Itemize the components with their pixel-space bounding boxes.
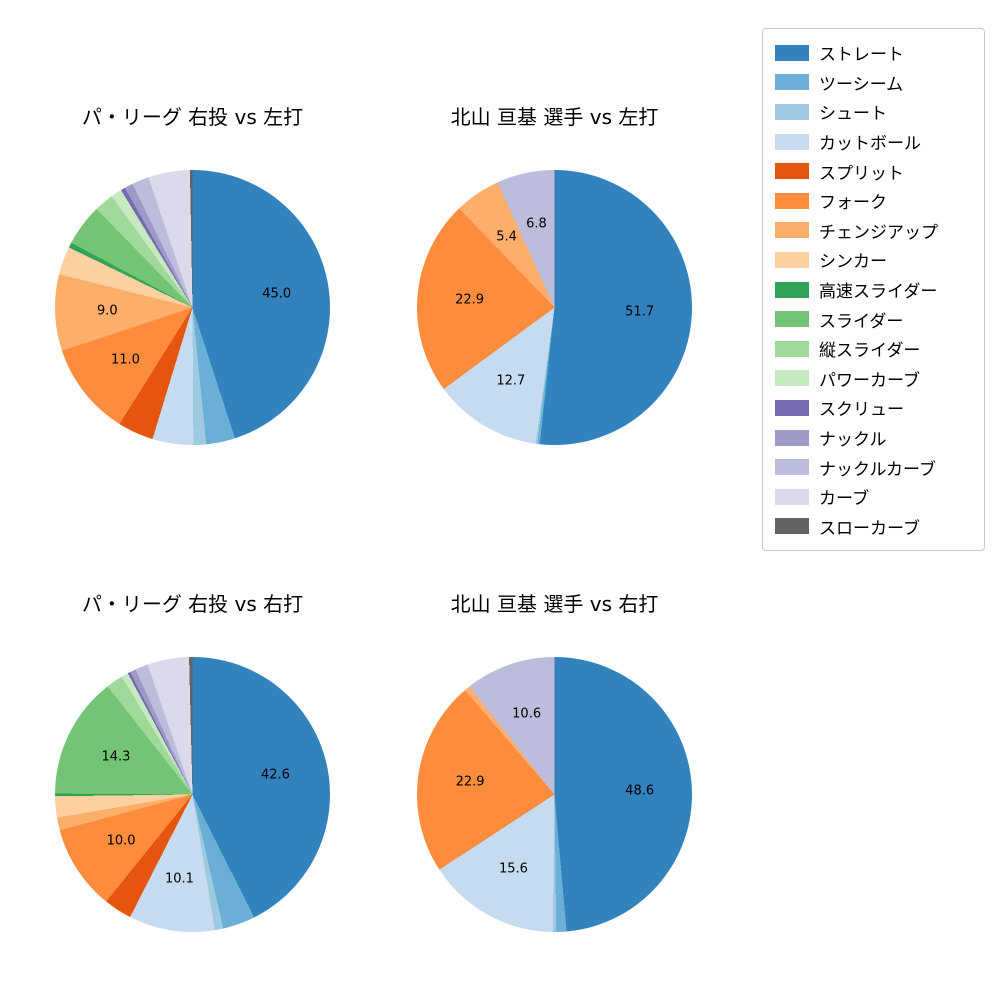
legend-label: スプリット <box>819 163 904 184</box>
legend-label: スライダー <box>819 311 904 332</box>
legend-item: ナックル <box>769 423 978 453</box>
pie-percent-label: 10.0 <box>106 833 136 849</box>
legend-swatch <box>775 281 809 298</box>
legend: ストレートツーシームシュートカットボール スプリットフォークチェンジアップ シンカー… <box>762 28 985 552</box>
legend-swatch <box>775 311 809 328</box>
legend-item: ナックルカーブ <box>769 452 978 482</box>
pie-percent-label: 22.9 <box>455 292 485 308</box>
legend-swatch <box>775 370 809 387</box>
chart-panel-kitayama-vs-left: 北山 亘基 選手 vs 左打 51.7 12.7 22.9 5.4 6.8 <box>417 104 692 445</box>
legend-item: 高速スライダー <box>769 275 978 305</box>
pie-percent-label: 22.9 <box>455 774 485 790</box>
legend-item: フォーク <box>769 186 978 216</box>
legend-swatch <box>775 399 809 416</box>
pie-chart: 42.6 10.1 10.0 14.3 <box>55 657 330 932</box>
legend-item: スクリュー <box>769 393 978 423</box>
legend-swatch <box>775 192 809 209</box>
legend-item: シンカー <box>769 245 978 275</box>
legend-item: カーブ <box>769 482 978 512</box>
legend-swatch <box>775 74 809 91</box>
legend-swatch <box>775 133 809 150</box>
pie-percent-label: 45.0 <box>262 286 292 302</box>
legend-item: スライダー <box>769 304 978 334</box>
chart-title: 北山 亘基 選手 vs 左打 <box>450 105 659 129</box>
legend-swatch <box>775 44 809 61</box>
legend-item: ツーシーム <box>769 68 978 98</box>
pie-chart: 51.7 12.7 22.9 5.4 6.8 <box>417 170 692 445</box>
pie-percent-label: 9.0 <box>96 303 118 319</box>
legend-swatch <box>775 459 809 476</box>
chart-title: パ・リーグ 右投 vs 右打 <box>81 592 304 616</box>
legend-swatch <box>775 340 809 357</box>
legend-swatch <box>775 222 809 239</box>
pie-percent-label: 14.3 <box>101 749 131 765</box>
legend-label: 高速スライダー <box>819 282 938 303</box>
legend-item: スローカーブ <box>769 512 978 542</box>
legend-item: パワーカーブ <box>769 364 978 394</box>
legend-label: スクリュー <box>819 400 904 421</box>
legend-item: ストレート <box>769 38 978 68</box>
legend-label: 縦スライダー <box>819 341 921 362</box>
pie-percent-label: 48.6 <box>625 783 655 799</box>
legend-item: スプリット <box>769 156 978 186</box>
legend-swatch <box>775 251 809 268</box>
legend-items: ストレートツーシームシュートカットボール スプリットフォークチェンジアップ シンカー… <box>769 38 978 541</box>
legend-item: シュート <box>769 97 978 127</box>
chart-title: パ・リーグ 右投 vs 左打 <box>81 105 304 129</box>
legend-label: パワーカーブ <box>819 370 920 391</box>
legend-label: チェンジアップ <box>819 222 938 243</box>
legend-item: 縦スライダー <box>769 334 978 364</box>
pie-percent-label: 11.0 <box>110 352 140 368</box>
chart-panel-kitayama-vs-right: 北山 亘基 選手 vs 右打 48.6 15.6 22.9 10.6 <box>417 591 692 932</box>
pie-percent-label: 6.8 <box>526 216 547 232</box>
legend-label: ナックルカーブ <box>819 459 936 480</box>
pie-chart: 48.6 15.6 22.9 10.6 <box>417 657 692 932</box>
legend-swatch <box>775 518 809 535</box>
legend-swatch <box>775 163 809 180</box>
legend-swatch <box>775 488 809 505</box>
legend-label: カーブ <box>819 489 869 510</box>
pie-percent-label: 51.7 <box>625 304 655 320</box>
legend-label: フォーク <box>819 193 887 214</box>
legend-label: スローカーブ <box>819 518 920 539</box>
legend-label: カットボール <box>819 134 921 155</box>
pie-percent-label: 10.1 <box>164 871 194 887</box>
legend-swatch <box>775 103 809 120</box>
legend-label: ストレート <box>819 45 904 66</box>
legend-label: シンカー <box>819 252 887 273</box>
pie-chart: 45.0 11.0 9.0 <box>55 170 330 445</box>
chart-title: 北山 亘基 選手 vs 右打 <box>450 592 659 616</box>
pie-percent-label: 12.7 <box>496 373 526 389</box>
legend-label: ツーシーム <box>819 74 904 95</box>
chart-panel-pa-league-vs-left: パ・リーグ 右投 vs 左打 45.0 11.0 9.0 <box>55 104 330 445</box>
legend-item: チェンジアップ <box>769 216 978 246</box>
legend-label: シュート <box>819 104 887 125</box>
legend-item: カットボール <box>769 127 978 157</box>
legend-label: ナックル <box>819 430 887 451</box>
chart-panel-pa-league-vs-right: パ・リーグ 右投 vs 右打 42.6 10.1 10.0 14.3 <box>55 591 330 932</box>
legend-swatch <box>775 429 809 446</box>
pie-percent-label: 10.6 <box>512 706 542 722</box>
pie-percent-label: 42.6 <box>260 767 290 783</box>
pie-percent-label: 15.6 <box>498 861 528 877</box>
pie-percent-label: 5.4 <box>496 229 517 245</box>
